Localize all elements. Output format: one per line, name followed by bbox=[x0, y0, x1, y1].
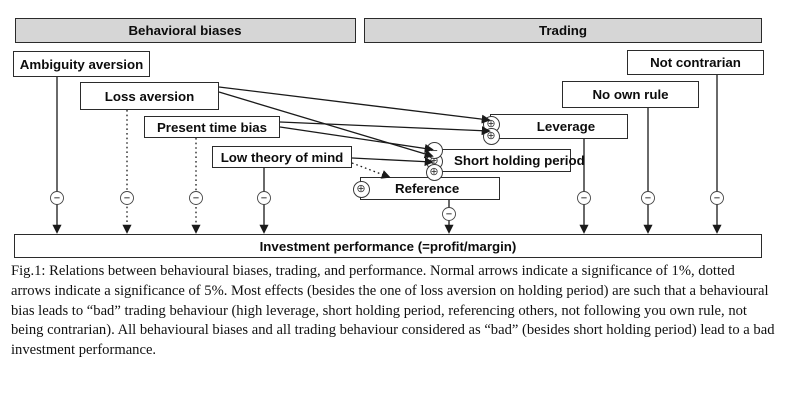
svg-text:−: − bbox=[261, 193, 267, 205]
svg-text:−: − bbox=[193, 193, 199, 205]
svg-text:−: − bbox=[446, 209, 452, 221]
svg-text:−: − bbox=[714, 193, 720, 205]
svg-text:−: − bbox=[645, 193, 651, 205]
svg-text:−: − bbox=[54, 193, 60, 205]
svg-text:−: − bbox=[581, 193, 587, 205]
svg-text:−: − bbox=[124, 193, 130, 205]
